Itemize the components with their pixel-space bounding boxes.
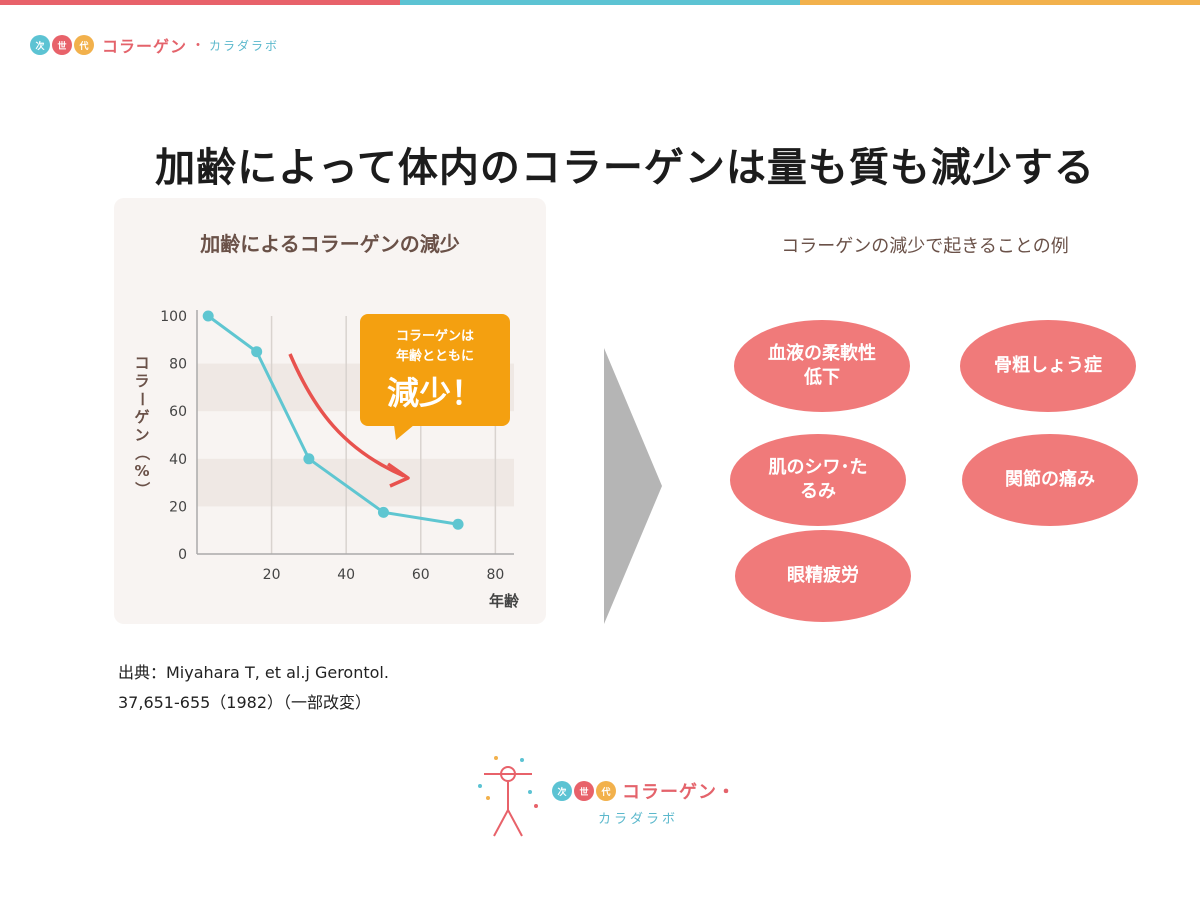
x-tick-label: 40 — [337, 567, 355, 583]
footer-dot: 世 — [574, 781, 594, 801]
data-point — [303, 453, 315, 465]
x-tick-label: 60 — [412, 567, 430, 583]
data-point — [202, 310, 214, 322]
example-skin-wrinkles: 肌のシワ･たるみ — [730, 434, 906, 526]
brand-dot: 次 — [30, 35, 50, 55]
examples-title: コラーゲンの減少で起きることの例 — [781, 236, 1069, 257]
footer-brand-name: コラーゲン・ — [622, 782, 736, 803]
right-arrow-icon — [604, 348, 662, 624]
example-eye-strain: 眼精疲労 — [735, 530, 911, 622]
y-axis-label-char: ン — [134, 426, 149, 444]
callout-pointer — [394, 425, 414, 440]
y-axis-label-char: ー — [133, 391, 151, 406]
brand-subname: カラダラボ — [209, 38, 280, 53]
y-tick-label: 20 — [169, 499, 187, 515]
example-osteoporosis: 骨粗しょう症 — [960, 320, 1136, 412]
y-tick-label: 100 — [160, 309, 187, 325]
y-tick-label: 0 — [178, 547, 187, 563]
footer-logo[interactable]: 次 世 代 コラーゲン・ カラダラボ — [470, 752, 770, 842]
footer-brand: 次 世 代 コラーゲン・ — [552, 778, 736, 804]
brand-dot: 世 — [52, 35, 72, 55]
example-label: 関節の痛み — [1005, 469, 1095, 490]
y-axis-label-char: % — [134, 462, 149, 480]
example-blood-flexibility: 血液の柔軟性低下 — [734, 320, 910, 412]
chart-title: 加齢によるコラーゲンの減少 — [200, 232, 460, 256]
example-label: 血液の柔軟性低下 — [768, 343, 876, 388]
callout-line-2: 年齢とともに — [396, 348, 474, 364]
chart-band — [197, 458, 514, 507]
chart-card: 0 20 40 60 80 100 20 40 60 80 年齢 コラーゲン（%） コラーゲンは 年齢とと… — [114, 198, 546, 624]
example-joint-pain: 関節の痛み — [962, 434, 1138, 526]
x-tick-label: 80 — [486, 567, 504, 583]
callout-big-text: 減少！ — [387, 374, 483, 412]
trend-arrow-head — [386, 462, 410, 488]
footer-dot: 代 — [596, 781, 616, 801]
footer-brand-subname: カラダラボ — [598, 812, 679, 827]
y-axis-label-char: ） — [133, 481, 151, 496]
collagen-line-chart: 0 20 40 60 80 100 20 40 60 80 年齢 コラーゲン（%） コラーゲンは年齢とと… — [133, 309, 520, 610]
data-point — [251, 346, 263, 358]
y-axis-label-char: ゲ — [134, 408, 149, 426]
y-axis-label-char: コ — [134, 354, 149, 372]
figure-icon — [478, 756, 538, 837]
page-title: 加齢によって体内のコラーゲンは量も質も減少する — [155, 144, 1095, 191]
trend-arrow — [288, 353, 405, 478]
y-tick-label: 60 — [169, 404, 187, 420]
top-color-bar — [0, 0, 1200, 5]
top-bar-segment — [400, 0, 800, 5]
y-axis-label-char: （ — [133, 445, 151, 460]
source-citation: 出典：Miyahara T, et al.j Gerontol. 37,651-… — [118, 658, 389, 718]
y-axis-label-char: ラ — [134, 372, 149, 390]
x-tick-label: 20 — [263, 567, 281, 583]
footer-dot: 次 — [552, 781, 572, 801]
example-label: 骨粗しょう症 — [994, 355, 1102, 376]
y-tick-label: 40 — [169, 452, 187, 468]
source-line-1: 出典：Miyahara T, et al.j Gerontol. — [118, 663, 389, 682]
brand-dot: 代 — [74, 35, 94, 55]
source-line-2: 37,651-655（1982）（一部改変） — [118, 693, 372, 712]
data-point — [377, 506, 389, 518]
brand-logo[interactable]: 次 世 代 コラーゲン ・ カラダラボ — [30, 33, 279, 57]
example-label: 肌のシワ･たるみ — [768, 457, 868, 502]
callout-bubble — [360, 314, 510, 426]
x-axis-label: 年齢 — [489, 592, 520, 610]
top-bar-segment — [800, 0, 1200, 5]
y-tick-label: 80 — [169, 357, 187, 373]
brand-name: コラーゲン — [102, 37, 188, 56]
brand-separator: ・ — [191, 38, 206, 54]
data-point — [452, 518, 464, 530]
example-label: 眼精疲労 — [787, 565, 859, 586]
callout-line-1: コラーゲンは — [396, 328, 474, 344]
top-bar-segment — [0, 0, 400, 5]
